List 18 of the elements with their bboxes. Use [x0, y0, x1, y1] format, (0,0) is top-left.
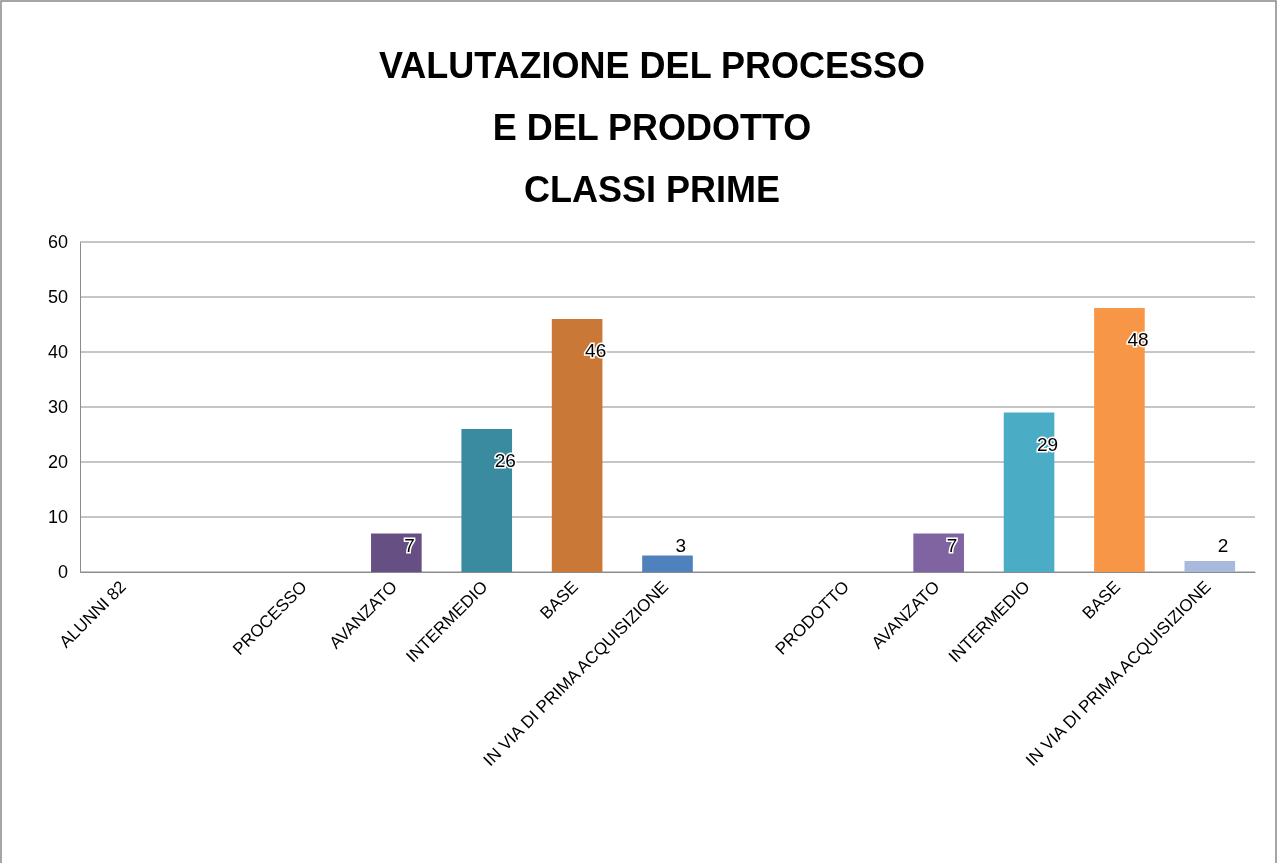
- y-tick-label: 20: [47, 452, 68, 473]
- data-label: 7: [404, 535, 415, 556]
- bar: [371, 533, 422, 572]
- y-tick-label: 10: [47, 507, 68, 528]
- data-label: 2: [1217, 535, 1229, 556]
- bar: [1184, 561, 1236, 572]
- bar: [913, 533, 964, 572]
- bar: [461, 429, 513, 572]
- chart-title: VALUTAZIONE DEL PROCESSO E DEL PRODOTTO CLASSI PRIME: [378, 45, 926, 210]
- bar: [642, 555, 693, 572]
- y-tick-label: 60: [47, 232, 68, 253]
- data-label: 3: [675, 535, 687, 556]
- y-tick-label: 30: [47, 397, 68, 418]
- bar: [1003, 412, 1055, 572]
- data-label: 7: [946, 535, 958, 556]
- y-tick-label: 50: [47, 287, 68, 308]
- y-tick-label: 0: [57, 562, 68, 583]
- y-tick-label: 40: [47, 342, 68, 363]
